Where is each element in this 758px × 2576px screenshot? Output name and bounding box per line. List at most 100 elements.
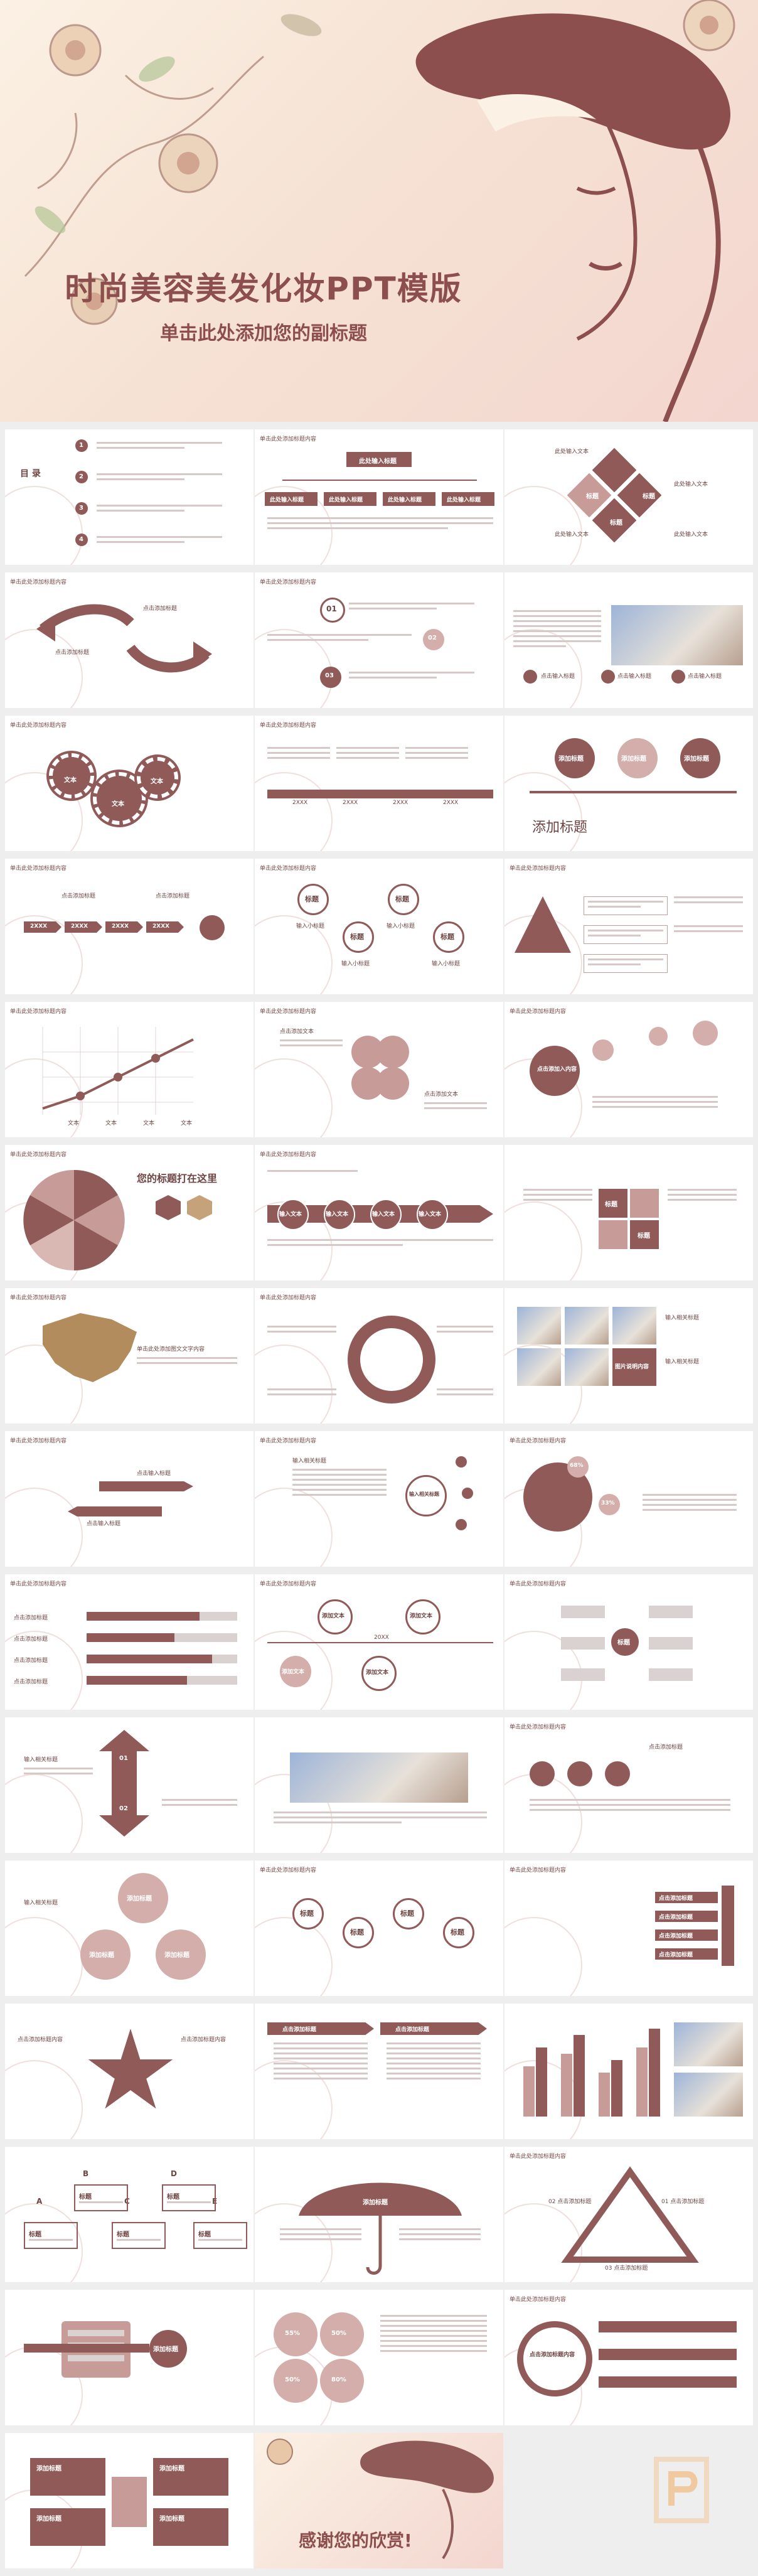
- list-row: [68, 2330, 124, 2336]
- title-circle: 添加标题: [80, 1929, 131, 1980]
- gear-label: 文本: [64, 777, 77, 784]
- slide-thumbnail-15[interactable]: 单击此处添加标题内容 点击添加文本 点击添加文本: [255, 1002, 503, 1137]
- slide-thumbnail-9[interactable]: 单击此处添加标题内容 2XXX 2XXX 2XXX 2XXX: [255, 716, 503, 851]
- side-text: 点击添加文本: [424, 1092, 459, 1098]
- slide-thumbnail-16[interactable]: 单击此处添加标题内容 点击添加入内容: [504, 1002, 753, 1137]
- timeline-year: 2XXX: [292, 800, 308, 806]
- slide-thumbnail-36[interactable]: 点击添加标题 点击添加标题: [255, 2004, 503, 2139]
- slide-header: 单击此处添加标题内容: [260, 1152, 317, 1158]
- circle-label: 添加标题: [153, 2346, 178, 2353]
- text-lines: [399, 2228, 481, 2243]
- slide-header: 单击此处添加标题内容: [10, 722, 67, 729]
- timeline-year: 2XXX: [343, 800, 358, 806]
- slide-thumbnail-18[interactable]: 单击此处添加标题内容 输入文本 输入文本 输入文本 输入文本: [255, 1145, 503, 1280]
- slide-thumbnail-8[interactable]: 单击此处添加标题内容 文本 文本 文本: [5, 716, 254, 851]
- slide-thumbnail-5[interactable]: 单击此处添加标题内容 点击添加标题 点击添加标题: [5, 572, 254, 708]
- text-lines: [674, 925, 743, 935]
- slide-thumbnail-10[interactable]: 添加标题 添加标题 添加标题 添加标题: [504, 716, 753, 851]
- decoration: [5, 1774, 83, 1853]
- slide-thumbnail-26[interactable]: 单击此处添加标题内容 点击添加标题 点击添加标题 点击添加标题 点击添加标题: [5, 1574, 254, 1710]
- node-letter: D: [171, 2169, 177, 2178]
- slide-thumbnail-23[interactable]: 单击此处添加标题内容 点击输入标题 点击输入标题: [5, 1431, 254, 1567]
- slide-thumbnail-35[interactable]: 点击添加标题内容 点击添加标题内容: [5, 2004, 254, 2139]
- slide-thumbnail-30[interactable]: [255, 1717, 503, 1853]
- slide-thumbnail-44[interactable]: 添加标题 添加标题 添加标题 添加标题: [5, 2433, 254, 2568]
- slide-thumbnail-13[interactable]: 单击此处添加标题内容: [504, 859, 753, 994]
- slide-thumbnail-12[interactable]: 单击此处添加标题内容 标题 标题 标题 标题 输入小标题 输入小标题 输入小标题…: [255, 859, 503, 994]
- text-lines: [592, 1096, 718, 1111]
- slide-header: 单击此处添加标题内容: [10, 1009, 67, 1015]
- slide-thumbnail-41[interactable]: 添加标题: [5, 2290, 254, 2425]
- bar-label: 点击添加标题: [659, 1933, 693, 1940]
- slide-thumbnail-39[interactable]: 添加标题: [255, 2147, 503, 2282]
- row-label: 点击添加标题: [14, 1679, 48, 1685]
- toc-number-label: 1: [79, 442, 83, 449]
- slide-header: 单击此处添加标题内容: [510, 1438, 567, 1444]
- slide-thumbnail-29[interactable]: 01 02 输入相关标题: [5, 1717, 254, 1853]
- box-title: 标题: [198, 2231, 211, 2238]
- slide-thumbnail-33[interactable]: 单击此处添加标题内容 标题 标题 标题 标题: [255, 1860, 503, 1996]
- decoration: [5, 2060, 83, 2139]
- arrow-number: 02: [119, 1805, 128, 1812]
- grid-square: [630, 1220, 659, 1249]
- slide-thumbnail-38[interactable]: B D A C E 标题 标题 标题 标题 标题: [5, 2147, 254, 2282]
- slide-thumbnail-43[interactable]: 单击此处添加标题内容 点击添加标题内容: [504, 2290, 753, 2425]
- slide-thumbnail-21[interactable]: 单击此处添加标题内容: [255, 1288, 503, 1424]
- slide-thumbnail-7[interactable]: 点击输入标题 点击输入标题 点击输入标题: [504, 572, 753, 708]
- arrow-label: 点击添加标题: [55, 650, 90, 656]
- timeline-title: 点击添加标题: [156, 893, 190, 899]
- slide-thumbnail-25[interactable]: 单击此处添加标题内容 68% 33%: [504, 1431, 753, 1567]
- side-title: 输入相关标题: [24, 1900, 58, 1906]
- cover-slide[interactable]: 时尚美容美发化妆PPT模版 单击此处添加您的副标题: [0, 0, 758, 422]
- slide-thumbnail-32[interactable]: 输入相关标题 添加标题 添加标题 添加标题: [5, 1860, 254, 1996]
- list-bar: 点击添加标题: [655, 1892, 718, 1903]
- slide-thumbnail-14[interactable]: 单击此处添加标题内容 文本 文本 文本 文本: [5, 1002, 254, 1137]
- timeline-title: 点击添加标题: [61, 893, 96, 899]
- team-photo: [290, 1752, 468, 1803]
- branch-box: [649, 1637, 693, 1650]
- slide-thumbnail-37[interactable]: [504, 2004, 753, 2139]
- side-title: 输入相关标题: [24, 1757, 58, 1763]
- slide-thumbnail-22[interactable]: 图片说明内容 输入相关标题 输入相关标题: [504, 1288, 753, 1424]
- slide-thumbnail-19[interactable]: 标题 标题: [504, 1145, 753, 1280]
- slide-thumbnail-6[interactable]: 单击此处添加标题内容 01 02 03: [255, 572, 503, 708]
- slide-header: 单击此处添加标题内容: [510, 1581, 567, 1587]
- decoration: [5, 486, 83, 565]
- arrow-label: 点击添加标题: [282, 2027, 317, 2033]
- slide-title: 您的标题打在这里: [137, 1173, 218, 1184]
- timeline-year: 2XXX: [393, 800, 408, 806]
- circle-caption: 输入小标题: [296, 923, 325, 930]
- slide-header: 单击此处添加标题内容: [260, 1009, 317, 1015]
- item-box: 此处输入标题: [442, 492, 494, 506]
- slide-thumbnail-2[interactable]: 目 录 1 2 3 4: [5, 429, 254, 565]
- bubble-label: 点击添加入内容: [537, 1066, 577, 1073]
- box-title: 标题: [117, 2231, 129, 2238]
- slide-thumbnail-17[interactable]: 单击此处添加标题内容 您的标题打在这里: [5, 1145, 254, 1280]
- progress-fill: [87, 1676, 187, 1685]
- pin-label: 标题: [451, 1928, 464, 1936]
- chart-bar: [599, 2073, 610, 2117]
- chart-bar: [523, 2066, 535, 2117]
- gear-icon: [49, 753, 94, 798]
- slide-thumbnail-31[interactable]: 单击此处添加标题内容 点击添加标题: [504, 1717, 753, 1853]
- slide-header: 单击此处添加标题内容: [10, 1152, 67, 1158]
- slide-thumbnail-40[interactable]: 单击此处添加标题内容 02 点击添加标题 01 点击添加标题 03 点击添加标题: [504, 2147, 753, 2282]
- decoration: [504, 772, 582, 851]
- slide-thumbnail-34[interactable]: 单击此处添加标题内容 点击添加标题 点击添加标题 点击添加标题 点击添加标题: [504, 1860, 753, 1996]
- slide-thumbnail-3[interactable]: 单击此处添加标题内容 此处输入标题 此处输入标题 此处输入标题 此处输入标题 此…: [255, 429, 503, 565]
- slide-thumbnail-4[interactable]: 标题 标题 标题 此处输入文本 此处输入文本 此处输入文本 此处输入文本: [504, 429, 753, 565]
- chart-bar: [574, 2035, 585, 2117]
- slide-thumbnail-28[interactable]: 单击此处添加标题内容 标题: [504, 1574, 753, 1710]
- slide-thumbnail-24[interactable]: 单击此处添加标题内容 输入相关标题 输入相关标题: [255, 1431, 503, 1567]
- slide-thumbnail-45[interactable]: 感谢您的欣赏!: [255, 2433, 503, 2568]
- slide-thumbnail-20[interactable]: 单击此处添加标题内容 单击此处添加图文文字内容: [5, 1288, 254, 1424]
- slide-thumbnail-11[interactable]: 单击此处添加标题内容 点击添加标题 点击添加标题 2XXX 2XXX 2XXX …: [5, 859, 254, 994]
- pin-circle: 标题: [343, 1917, 374, 1948]
- slide-thumbnail-42[interactable]: 55% 50% 50% 80%: [255, 2290, 503, 2425]
- decoration: [504, 1917, 582, 1996]
- connector-bar: [24, 2344, 149, 2353]
- text-box: [584, 896, 668, 915]
- percent-label: 55%: [285, 2330, 300, 2337]
- slide-thumbnail-27[interactable]: 单击此处添加标题内容 添加文本 添加文本 添加文本 添加文本 20XX: [255, 1574, 503, 1710]
- slide-header: 单击此处添加标题内容: [260, 1581, 317, 1587]
